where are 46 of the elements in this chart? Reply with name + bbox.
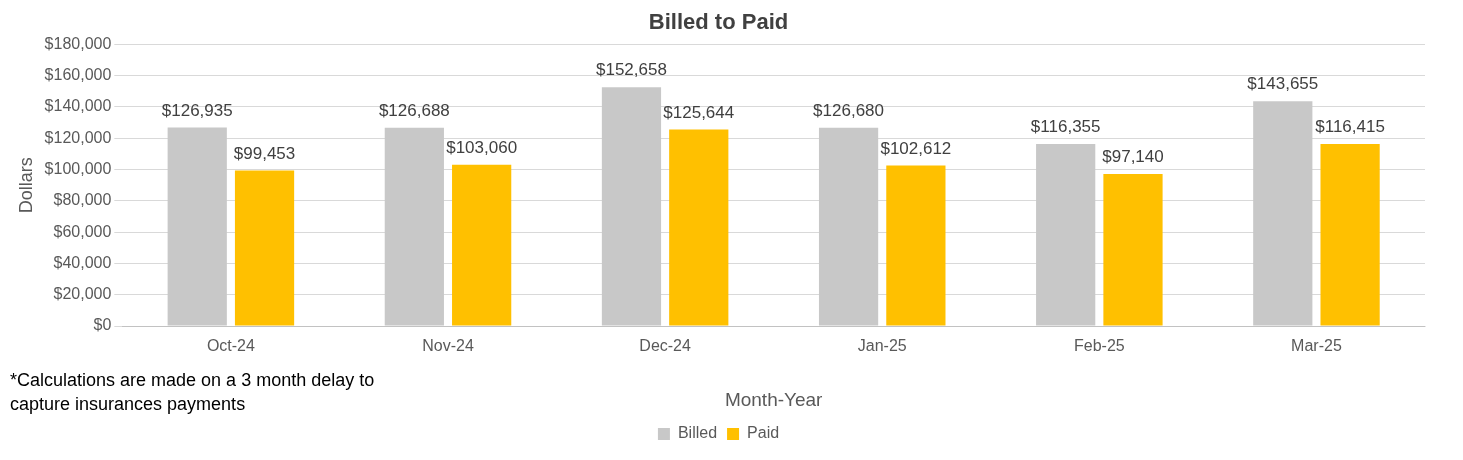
bar: [1320, 143, 1380, 326]
data-label: $102,612: [880, 138, 952, 158]
legend-label: Paid: [747, 424, 780, 442]
bar: [1103, 174, 1163, 326]
y-tick-label: $80,000: [53, 191, 112, 209]
y-tick-label: $160,000: [44, 66, 112, 84]
data-label: $97,140: [1102, 147, 1164, 167]
y-tick-label: $60,000: [53, 222, 112, 240]
data-label: $116,415: [1315, 117, 1385, 137]
bar: [234, 170, 295, 326]
y-tick-label: $180,000: [44, 34, 112, 52]
text: *Calculations are made on a 3 month delay to capture insurances payments: [10, 369, 375, 414]
bar: [167, 127, 227, 326]
bar: [886, 165, 946, 326]
y-tick-label: $0: [93, 316, 112, 334]
bar: [1253, 101, 1313, 326]
x-tick-label: Oct-24: [206, 337, 255, 355]
data-label: $152,658: [596, 60, 667, 80]
x-tick-label: Dec-24: [639, 337, 691, 355]
x-tick-label: Feb-25: [1073, 337, 1125, 355]
data-label: $126,688: [378, 100, 450, 120]
bar: [818, 127, 879, 326]
bar: [1036, 143, 1096, 326]
y-tick-label: $120,000: [44, 128, 112, 146]
bar: [384, 127, 444, 326]
data-label: $126,680: [813, 101, 885, 120]
x-tick-label: Jan-25: [857, 337, 907, 355]
y-axis-title: Dollars: [15, 157, 36, 214]
data-label: $116,355: [1030, 117, 1101, 137]
x-tick-label: Nov-24: [422, 337, 474, 355]
chart-title: Billed to Paid: [648, 9, 789, 35]
x-tick-label: Mar-25: [1291, 337, 1342, 355]
bar: [669, 129, 729, 326]
x-axis-title: Month-Year: [724, 388, 824, 410]
bar: [452, 164, 512, 326]
y-tick-label: $140,000: [44, 97, 112, 115]
data-label: $125,644: [663, 102, 735, 122]
data-label: $99,453: [233, 143, 296, 163]
data-label: $103,060: [446, 137, 518, 157]
y-tick-label: $40,000: [53, 253, 112, 271]
data-label: $143,655: [1247, 74, 1319, 94]
data-label: $126,935: [161, 100, 233, 120]
bar: [601, 87, 662, 326]
y-tick-label: $100,000: [44, 159, 112, 177]
legend-label: Billed: [677, 424, 718, 442]
y-tick-label: $20,000: [53, 285, 112, 303]
